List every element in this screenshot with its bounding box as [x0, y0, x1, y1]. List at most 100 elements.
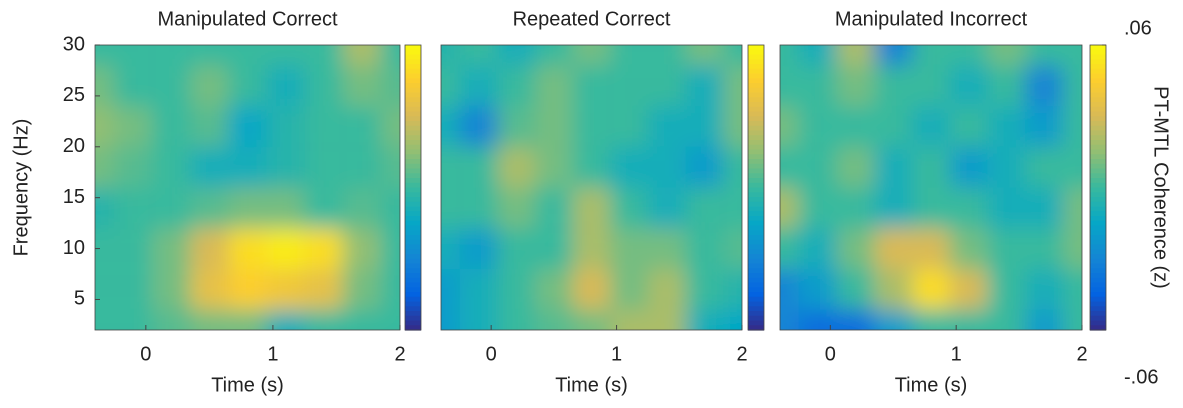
x-axis-label: Time (s) [895, 374, 968, 396]
heatmap-cell [723, 187, 742, 229]
heatmap-cell [152, 228, 191, 269]
colorbar-stripe [405, 244, 421, 250]
colorbar-stripe [405, 68, 421, 75]
x-tick-label: 0 [825, 343, 836, 365]
heatmap-cell [228, 268, 267, 310]
colorbar-stripe [1090, 49, 1106, 56]
heatmap-cell [380, 228, 400, 269]
heatmap-cell [535, 106, 573, 147]
heatmap-cell [266, 268, 305, 310]
heatmap-cell [152, 146, 191, 188]
heatmap-cell [685, 268, 724, 310]
heatmap-cell [1063, 228, 1082, 269]
heatmap-cell [610, 268, 648, 310]
heatmap-cell [610, 106, 648, 147]
heatmap-cell [836, 65, 875, 107]
colorbar-stripe [1090, 254, 1106, 260]
heatmap-cell [723, 45, 742, 66]
heatmap-cell [798, 228, 837, 269]
heatmap-cell [987, 309, 1026, 330]
heatmap-cell [535, 228, 573, 269]
heatmap-cell [836, 45, 875, 66]
heatmap-cell [152, 187, 191, 229]
colorbar-stripe [748, 211, 764, 217]
heatmap-cell [1025, 268, 1064, 310]
colorbar-stripe [405, 263, 421, 269]
heatmap-cell [304, 309, 343, 330]
colorbar-stripe [748, 168, 764, 174]
colorbar-stripe [1090, 230, 1106, 236]
heatmap-cell [342, 268, 381, 310]
x-tick-label: 0 [140, 343, 151, 365]
heatmap-cell [836, 309, 875, 330]
colorbar-stripe [748, 263, 764, 269]
heatmap-cell [459, 65, 498, 107]
colorbar-stripe [1090, 92, 1106, 98]
heatmap-cell [987, 146, 1026, 188]
heatmap-cell [152, 309, 191, 330]
heatmap-cell [342, 106, 381, 147]
colorbar-stripe [405, 220, 421, 227]
colorbar-stripe [1090, 102, 1106, 108]
heatmap-cell [610, 228, 648, 269]
heatmap-cell [780, 228, 799, 269]
colorbar-stripe [748, 73, 764, 79]
heatmap-cell [228, 146, 267, 188]
heatmap-cell [987, 268, 1026, 310]
heatmap-cell [441, 268, 460, 310]
plot-frame [440, 44, 743, 331]
plot-area [95, 45, 400, 330]
x-axis-label: Time (s) [211, 374, 284, 396]
heatmap-cell [342, 228, 381, 269]
heatmap-cell [874, 228, 913, 269]
heatmap-cell [497, 309, 536, 330]
heatmap-cell [780, 187, 799, 229]
colorbar-stripe [748, 159, 764, 165]
heatmap-cell [497, 187, 536, 229]
heatmap-cell [798, 65, 837, 107]
heatmap-cell [647, 146, 686, 188]
heatmap-cell [685, 146, 724, 188]
y-tick-label: 25 [63, 84, 85, 106]
heatmap-cell [685, 309, 724, 330]
colorbar-stripe [405, 102, 421, 108]
colorbar-stripe [748, 220, 764, 227]
colorbar-stripe [748, 282, 764, 288]
colorbar-stripe [1090, 258, 1106, 265]
heatmap-cell [610, 146, 648, 188]
colorbar-stripe [405, 87, 421, 94]
heatmap-cell [685, 65, 724, 107]
heatmap-cell [228, 228, 267, 269]
heatmap-cell [949, 268, 988, 310]
heatmap-cell [152, 268, 191, 310]
colorbar-stripe [1090, 235, 1106, 241]
heatmap-cell [114, 309, 153, 330]
colorbar-stripe [405, 168, 421, 174]
heatmap-cell [1063, 187, 1082, 229]
colorbar-stripe [405, 45, 421, 51]
heatmap-cell [441, 187, 460, 229]
heatmap-cell [95, 45, 115, 66]
colorbar-stripe [748, 192, 764, 198]
colorbar-stripe [1090, 220, 1106, 227]
heatmap-cell [459, 309, 498, 330]
colorbar-stripe [1090, 178, 1106, 184]
colorbar-stripe [748, 301, 764, 307]
heatmap-cell [647, 228, 686, 269]
heatmap-cell [441, 228, 460, 269]
heatmap-cell [304, 268, 343, 310]
colorbar-stripe [748, 311, 764, 317]
colorbar-stripe [1090, 273, 1106, 279]
colorbar-stripe [748, 125, 764, 132]
heatmap-cell [380, 268, 400, 310]
colorbar-stripe [405, 273, 421, 279]
colorbar-stripe [748, 315, 764, 322]
heatmap-cell [1063, 45, 1082, 66]
heatmap-cell [912, 146, 950, 188]
heatmap-cell [190, 45, 229, 66]
colorbar-stripe [405, 173, 421, 179]
heatmap-cell [266, 106, 305, 147]
heatmap-cell [304, 228, 343, 269]
colorbar-stripe [748, 68, 764, 75]
heatmap-cell [1063, 106, 1082, 147]
